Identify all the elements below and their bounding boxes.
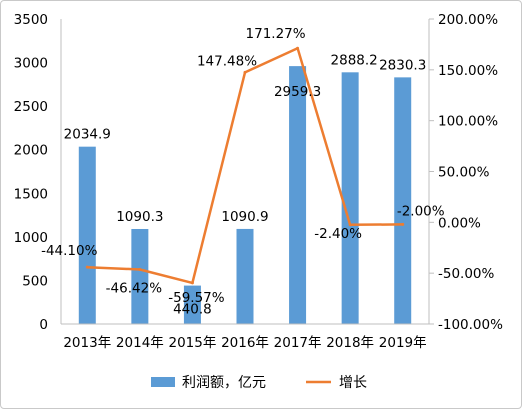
line-point bbox=[138, 268, 142, 272]
left-axis-tick-label: 3500 bbox=[14, 12, 48, 28]
line-data-label: -2.00% bbox=[397, 203, 445, 219]
right-axis-tick-label: 100.00% bbox=[438, 114, 498, 130]
left-axis-tick-label: 3000 bbox=[14, 56, 48, 72]
line-point bbox=[296, 46, 300, 50]
line-point bbox=[348, 223, 352, 227]
bar bbox=[236, 228, 254, 324]
line-point bbox=[85, 265, 89, 269]
line-data-label: -46.42% bbox=[106, 281, 163, 297]
bar-data-label: 440.8 bbox=[173, 302, 212, 318]
left-axis-tick-label: 1500 bbox=[14, 186, 48, 202]
line-data-label: -2.40% bbox=[314, 226, 362, 242]
right-axis-tick-label: -50.00% bbox=[438, 266, 495, 282]
x-axis-category-label: 2013年 bbox=[63, 335, 111, 351]
bar bbox=[183, 285, 201, 324]
left-axis-tick-label: 2500 bbox=[14, 99, 48, 115]
right-axis-tick-label: -100.00% bbox=[438, 317, 503, 333]
bar-data-label: 2830.3 bbox=[379, 57, 426, 73]
bar bbox=[289, 66, 307, 325]
x-axis-category-label: 2019年 bbox=[379, 335, 427, 351]
bar bbox=[341, 72, 359, 325]
left-axis-tick-label: 500 bbox=[22, 273, 48, 289]
line-data-labels: -44.10% -46.42% -59.57% 147.48% 171.27% -2.40… bbox=[41, 26, 445, 306]
right-axis-tick-label: 200.00% bbox=[438, 12, 498, 28]
line-data-label: -59.57% bbox=[168, 290, 225, 306]
bar bbox=[394, 77, 412, 324]
bar-data-label: 2959.3 bbox=[274, 84, 321, 100]
line-data-label: 171.27% bbox=[246, 26, 306, 42]
legend-label-line: 增长 bbox=[339, 375, 367, 391]
left-axis: 0 500 1000 1500 2000 2500 3000 3500 bbox=[14, 12, 62, 333]
line-data-label: -44.10% bbox=[41, 243, 98, 259]
right-axis-tick-label: 0.00% bbox=[438, 215, 481, 231]
line-point bbox=[243, 70, 247, 74]
line-data-label: 147.48% bbox=[197, 53, 257, 69]
right-axis-tick-label: 50.00% bbox=[438, 165, 490, 181]
bar-data-label: 1090.3 bbox=[116, 209, 163, 225]
line-series bbox=[85, 46, 405, 285]
x-axis-category-label: 2018年 bbox=[326, 335, 374, 351]
line-point bbox=[401, 222, 405, 226]
left-axis-tick-label: 1000 bbox=[14, 230, 48, 246]
right-axis: -100.00% -50.00% 0.00% 50.00% 100.00% 150.00%… bbox=[428, 12, 503, 333]
bar-data-label: 2888.2 bbox=[331, 52, 378, 68]
x-axis: 2013年 2014年 2015年 2016年 2017年 2018年 2019年 bbox=[61, 323, 429, 351]
legend-swatch-bar bbox=[151, 377, 175, 387]
x-axis-category-label: 2015年 bbox=[168, 335, 216, 351]
bar-series bbox=[78, 66, 412, 325]
x-axis-category-label: 2017年 bbox=[274, 335, 322, 351]
right-axis-tick-label: 150.00% bbox=[438, 63, 498, 79]
bar bbox=[78, 146, 96, 324]
bar-data-label: 2034.9 bbox=[64, 127, 111, 143]
legend-label-bar: 利润额，亿元 bbox=[182, 375, 266, 391]
bar-data-labels: 2034.9 1090.3 440.8 1090.9 2959.3 2888.2 2830.… bbox=[64, 52, 427, 317]
x-axis-category-label: 2014年 bbox=[116, 335, 164, 351]
line-point bbox=[190, 281, 194, 285]
bar bbox=[131, 228, 149, 324]
x-axis-category-label: 2016年 bbox=[221, 335, 269, 351]
left-axis-tick-label: 0 bbox=[39, 317, 48, 333]
legend: 利润额，亿元 增长 bbox=[151, 375, 367, 391]
left-axis-tick-label: 2000 bbox=[14, 143, 48, 159]
bar-data-label: 1090.9 bbox=[221, 209, 268, 225]
